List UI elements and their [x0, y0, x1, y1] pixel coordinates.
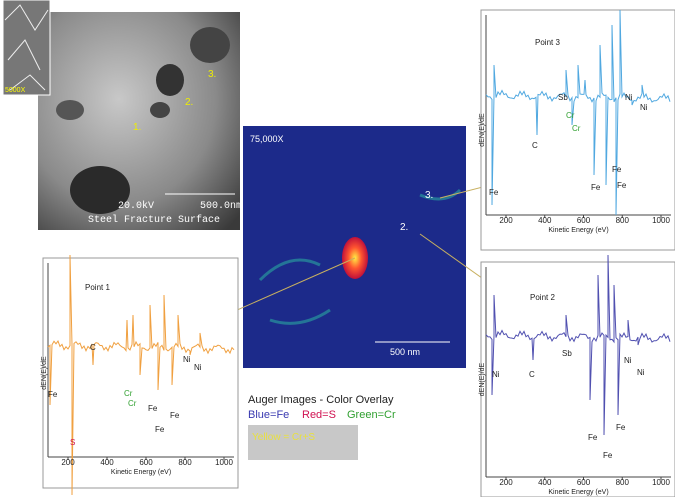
spectrum-title: Point 2 [530, 293, 555, 302]
peak-label: Fe [612, 165, 622, 174]
peak-label: Cr [124, 389, 133, 398]
peak-label: Ni [492, 370, 500, 379]
inset-label: 5000X [5, 87, 26, 94]
peak-label: Sb [558, 93, 568, 102]
pore [150, 102, 170, 118]
peak-label: Fe [616, 423, 626, 432]
spectrum-title: Point 1 [85, 283, 110, 292]
point-label: 1. [133, 122, 141, 133]
point-label: 3. [425, 190, 433, 201]
x-tick-label: 600 [139, 458, 153, 467]
peak-label: Fe [48, 390, 58, 399]
x-tick-label: 1000 [215, 458, 233, 467]
peak-label: Ni [194, 363, 202, 372]
x-axis-label: Kinetic Energy (eV) [548, 227, 608, 234]
magnification: 75,000X [250, 134, 284, 144]
legend-item: Red=S [302, 409, 336, 421]
x-tick-label: 800 [616, 478, 630, 487]
spectrum-line [47, 254, 235, 496]
spectra: Point 1 dEN(E)/dE 200 400 600 800 1000 Kinetic … [41, 9, 675, 497]
y-axis-label: dEN(E)/dE [41, 356, 48, 390]
peak-label: C [90, 343, 96, 352]
inset-texture [4, 4, 49, 91]
peak-label: S [70, 438, 75, 447]
x-tick-label: 800 [616, 216, 630, 225]
voltage: 20.0kV [118, 200, 154, 212]
peak-label: Cr [128, 399, 137, 408]
caption: Steel Fracture Surface [88, 214, 220, 226]
peak-label: Fe [170, 411, 180, 420]
peak-label: Cr [572, 124, 581, 133]
x-tick-label: 600 [577, 478, 591, 487]
peak-label: Fe [588, 433, 598, 442]
x-tick-label: 200 [499, 478, 513, 487]
chromium-region [258, 188, 462, 325]
spectrum-line [485, 254, 671, 436]
x-tick-label: 400 [100, 458, 114, 467]
x-tick-label: 1000 [652, 478, 670, 487]
peak-label: C [532, 141, 538, 150]
pore [190, 27, 230, 63]
peak-label: Ni [637, 368, 645, 377]
peak-label: Ni [640, 103, 648, 112]
spectrum-panel [480, 9, 675, 251]
y-axis-label: dEN(E)/dE [479, 113, 486, 147]
peak-label: Cr [566, 111, 575, 120]
peak-label: Ni [625, 93, 633, 102]
peak-label: Fe [155, 425, 165, 434]
x-tick-label: 800 [178, 458, 192, 467]
overlap-label: Yellow = Cr+S [252, 432, 315, 443]
peak-label: Sb [562, 349, 572, 358]
point-label: 2. [400, 222, 408, 233]
x-axis-label: Kinetic Energy (eV) [111, 469, 171, 476]
peak-label: C [529, 370, 535, 379]
legend-item: Blue=Fe [248, 409, 289, 421]
spectrum-title: Point 3 [535, 38, 560, 47]
peak-label: Fe [148, 404, 158, 413]
scale-label: 500.0nm [200, 201, 242, 212]
peak-label: Fe [489, 188, 499, 197]
y-axis-label: dEN(E)/dE [479, 362, 486, 396]
spectrum-panel [480, 261, 675, 497]
pore [70, 166, 130, 214]
legend-title: Auger Images - Color Overlay [248, 394, 394, 406]
x-tick-label: 200 [499, 216, 513, 225]
x-tick-label: 1000 [652, 216, 670, 225]
x-tick-label: 400 [538, 478, 552, 487]
x-tick-label: 200 [61, 458, 75, 467]
x-tick-label: 400 [538, 216, 552, 225]
scale-label: 500 nm [390, 347, 420, 357]
point-label: 3. [208, 69, 216, 80]
x-tick-label: 600 [577, 216, 591, 225]
peak-label: Ni [183, 355, 191, 364]
peak-label: Fe [591, 183, 601, 192]
legend-item: Green=Cr [347, 409, 396, 421]
pore [56, 100, 84, 120]
peak-label: Fe [603, 451, 613, 460]
x-axis-label: Kinetic Energy (eV) [548, 489, 608, 496]
peak-label: Fe [617, 181, 627, 190]
pore [156, 64, 184, 96]
peak-label: Ni [624, 356, 632, 365]
spectrum-line [485, 9, 671, 216]
overlap-box [248, 425, 358, 460]
point-label: 2. [185, 97, 193, 108]
